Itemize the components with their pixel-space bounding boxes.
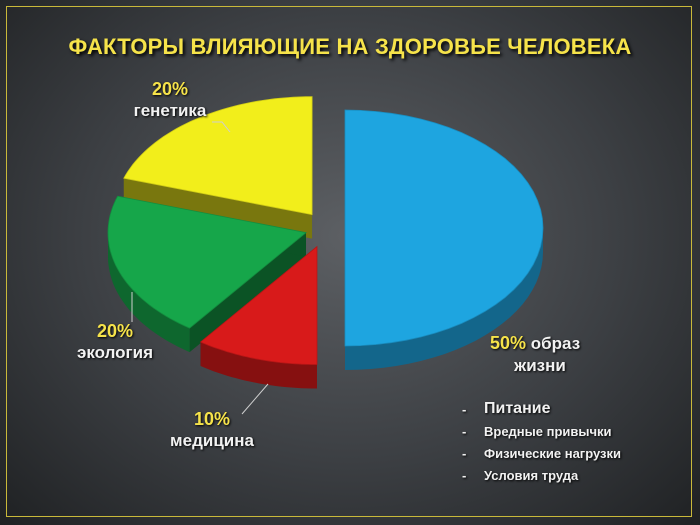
label-genetics-text: генетика	[133, 101, 207, 120]
list-dash: -	[462, 445, 467, 461]
label-medicine-pct: 10%	[193, 409, 231, 429]
slice-rim	[200, 342, 317, 389]
slice-wall	[123, 178, 313, 239]
list-dash: -	[462, 467, 467, 483]
chart-title: ФАКТОРЫ ВЛИЯЮЩИЕ НА ЗДОРОВЬЕ ЧЕЛОВЕКА	[68, 34, 632, 59]
leader-line-genetics	[212, 121, 231, 133]
slice-top	[123, 96, 313, 216]
list-item-text: Физические нагрузки	[484, 445, 622, 461]
list-item: - Вредные привычки	[462, 420, 621, 442]
slice-wall	[189, 232, 306, 353]
list-item: - Питание	[462, 398, 621, 420]
slice-genetics	[123, 96, 313, 239]
label-lifestyle: 50% образ жизни	[490, 332, 600, 377]
label-ecology-text: экология	[76, 343, 154, 362]
label-lifestyle-text1: образ	[530, 334, 581, 353]
slice-rim	[108, 232, 190, 353]
list-item-text: Вредные привычки	[484, 423, 612, 439]
label-lifestyle-text2: жизни	[514, 356, 566, 375]
slice-top	[199, 245, 318, 365]
list-item-text: Питание	[484, 400, 551, 417]
slice-top	[107, 195, 307, 329]
label-medicine-text: медицина	[170, 431, 254, 450]
slice-medicine	[199, 245, 318, 389]
slice-top	[344, 109, 544, 347]
list-dash: -	[462, 401, 467, 417]
label-lifestyle-pct: 50%	[490, 333, 527, 353]
leader-line-medicine	[241, 383, 269, 415]
label-ecology: 20% экология	[60, 320, 170, 364]
list-dash: -	[462, 423, 467, 439]
slice-lifestyle	[344, 109, 544, 370]
slice-ecology	[107, 195, 307, 353]
list-item: - Физические нагрузки	[462, 442, 621, 464]
label-ecology-pct: 20%	[96, 321, 134, 341]
lifestyle-factors-list: - Питание - Вредные привычки - Физически…	[462, 398, 621, 486]
label-genetics-pct: 20%	[151, 79, 189, 99]
list-item-text: Условия труда	[484, 467, 579, 483]
list-item: - Условия труда	[462, 464, 621, 486]
label-genetics: 20% генетика	[120, 78, 220, 122]
label-medicine: 10% медицина	[162, 408, 262, 452]
